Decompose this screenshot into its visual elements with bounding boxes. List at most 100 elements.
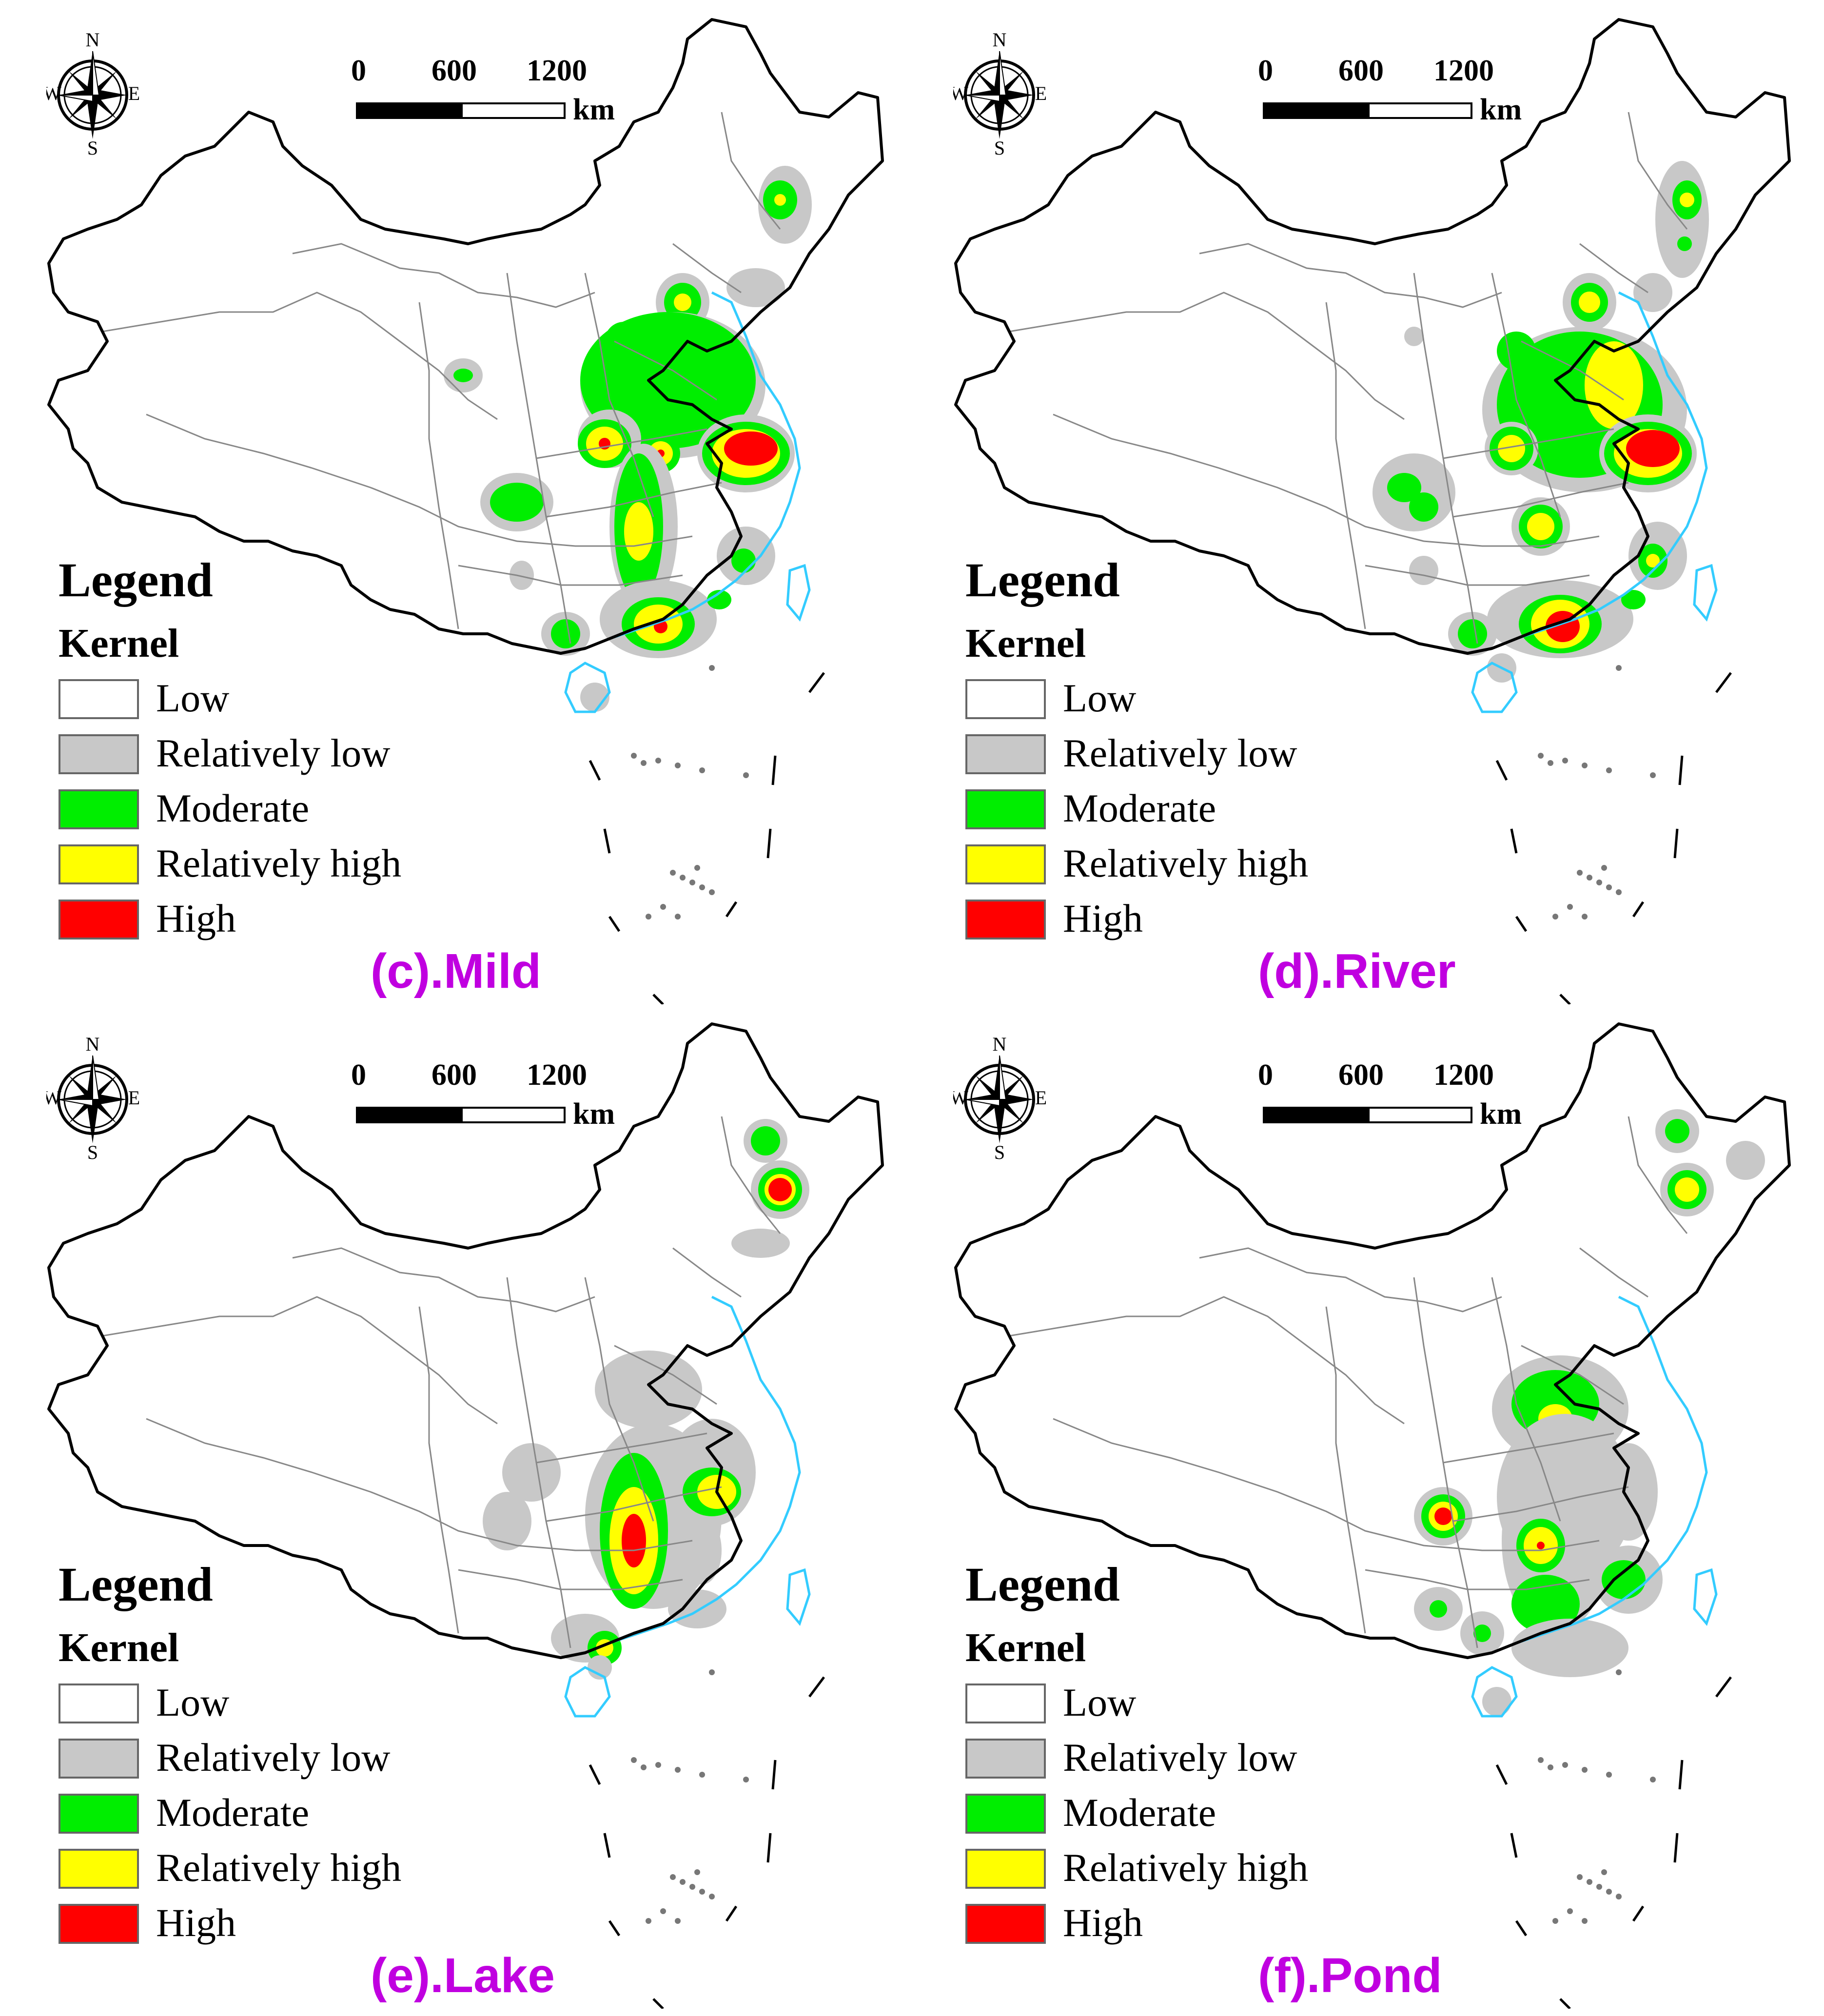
legend-item: Relatively low bbox=[59, 725, 497, 781]
density-hotspot bbox=[1621, 590, 1646, 609]
panel-caption: (c).Mild bbox=[371, 944, 541, 998]
scale-bar-white bbox=[461, 1107, 566, 1123]
legend-label: Low bbox=[1063, 676, 1137, 720]
legend-label: Relatively high bbox=[156, 841, 402, 885]
scale-tick-label: 1200 bbox=[1433, 1058, 1494, 1092]
legend-swatch bbox=[965, 1683, 1046, 1723]
compass-label-n: N bbox=[86, 1033, 100, 1055]
density-hotspot bbox=[1404, 327, 1424, 346]
legend-item: Relatively high bbox=[965, 1840, 1404, 1895]
scale-unit: km bbox=[1480, 1097, 1522, 1131]
density-hotspot bbox=[1387, 473, 1421, 502]
density-hotspot bbox=[674, 294, 691, 311]
legend-swatch bbox=[59, 1683, 139, 1723]
legend-subtitle: Kernel bbox=[965, 621, 1086, 666]
south-sea bbox=[1497, 665, 1731, 1004]
density-hotspot bbox=[490, 483, 544, 522]
south-sea bbox=[590, 1669, 824, 2009]
north-arrow-icon: N S W E bbox=[43, 27, 140, 159]
density-hotspot bbox=[1497, 332, 1536, 371]
legend-label: Relatively low bbox=[1063, 1735, 1297, 1780]
legend-label: High bbox=[1063, 1900, 1143, 1945]
density-hotspot bbox=[1665, 1119, 1689, 1143]
legend-label: Low bbox=[1063, 1680, 1137, 1724]
legend-swatch bbox=[965, 900, 1046, 939]
legend-item: Low bbox=[965, 670, 1404, 725]
legend-item: Relatively high bbox=[59, 1840, 497, 1895]
scale-bar-white bbox=[1368, 102, 1472, 119]
legend-swatch bbox=[965, 1849, 1046, 1889]
compass-label-s: S bbox=[87, 1141, 98, 1163]
legend-item: Moderate bbox=[59, 781, 497, 836]
scale-bar: 0 600 1200 km bbox=[1258, 1058, 1522, 1136]
density-hotspot bbox=[622, 1514, 646, 1567]
legend-label: Relatively low bbox=[1063, 731, 1297, 775]
scale-bar-white bbox=[1368, 1107, 1472, 1123]
kernel-density-layer bbox=[483, 1119, 809, 1680]
scale-tick-label: 600 bbox=[431, 54, 477, 87]
density-hotspot bbox=[751, 1126, 780, 1155]
legend-swatch bbox=[965, 844, 1046, 884]
legend-label: High bbox=[1063, 896, 1143, 940]
legend-swatch bbox=[59, 844, 139, 884]
south-sea bbox=[1497, 1669, 1731, 2009]
density-hotspot bbox=[1482, 1687, 1511, 1716]
legend-swatch bbox=[965, 1904, 1046, 1944]
legend-item: Low bbox=[59, 670, 497, 725]
legend: Legend Kernel Low Relatively low Moderate Rel… bbox=[59, 1555, 497, 1950]
legend-label: Low bbox=[156, 1680, 230, 1724]
panel-caption: (e).Lake bbox=[371, 1948, 555, 2003]
density-hotspot bbox=[1655, 161, 1709, 278]
density-hotspot bbox=[624, 502, 653, 561]
panel-caption: (f).Pond bbox=[1258, 1948, 1442, 2003]
compass-label-n: N bbox=[86, 29, 100, 51]
legend-title: Legend bbox=[965, 1557, 1120, 1611]
legend-label: Relatively high bbox=[1063, 1845, 1309, 1890]
china-map bbox=[907, 0, 1814, 1004]
density-hotspot bbox=[588, 1655, 612, 1680]
legend-item: High bbox=[59, 1895, 497, 1950]
legend-label: Moderate bbox=[156, 786, 310, 830]
scale-unit: km bbox=[1480, 93, 1522, 126]
density-hotspot bbox=[1646, 554, 1660, 568]
density-hotspot bbox=[483, 1492, 531, 1550]
density-hotspot bbox=[731, 548, 756, 573]
legend-item: High bbox=[965, 891, 1404, 946]
scale-tick-label: 600 bbox=[1338, 1058, 1384, 1092]
compass-label-e: E bbox=[1035, 82, 1046, 104]
north-arrow-icon: N S W E bbox=[43, 1031, 140, 1163]
legend-item: Moderate bbox=[965, 781, 1404, 836]
legend-item: Relatively high bbox=[59, 836, 497, 891]
map-panel-river: N S W E 0 600 1200 km Legend Kernel Low Relativ… bbox=[907, 0, 1814, 1004]
scale-bar-black bbox=[1263, 1107, 1368, 1123]
scale-tick-label: 600 bbox=[431, 1058, 477, 1092]
density-hotspot bbox=[1498, 435, 1525, 462]
legend-swatch bbox=[59, 1904, 139, 1944]
legend-title: Legend bbox=[59, 553, 213, 607]
legend-item: Relatively low bbox=[59, 1730, 497, 1785]
legend-label: Relatively high bbox=[156, 1845, 402, 1890]
density-hotspot bbox=[731, 1229, 790, 1258]
legend-label: High bbox=[156, 896, 236, 940]
legend-swatch bbox=[59, 679, 139, 719]
density-hotspot bbox=[1430, 1600, 1447, 1618]
scale-bar-white bbox=[461, 102, 566, 119]
density-hotspot bbox=[683, 1516, 722, 1585]
legend-title: Legend bbox=[965, 553, 1120, 607]
map-panel-pond: N S W E 0 600 1200 km Legend Kernel Low Relativ… bbox=[907, 1004, 1814, 2009]
density-hotspot bbox=[1409, 556, 1438, 585]
density-hotspot bbox=[551, 619, 580, 648]
density-hotspot bbox=[605, 322, 644, 361]
legend-item: Low bbox=[59, 1675, 497, 1730]
china-map bbox=[0, 0, 907, 1004]
legend-item: Moderate bbox=[965, 1785, 1404, 1840]
density-hotspot bbox=[1579, 292, 1600, 313]
scale-unit: km bbox=[573, 93, 615, 126]
compass-label-e: E bbox=[128, 82, 139, 104]
legend-label: Relatively low bbox=[156, 731, 391, 775]
density-hotspot bbox=[1626, 430, 1680, 467]
density-hotspot bbox=[1602, 1560, 1646, 1599]
legend: Legend Kernel Low Relatively low Moderate Rel… bbox=[965, 1555, 1404, 1950]
scale-bar: 0 600 1200 km bbox=[1258, 54, 1522, 132]
legend-label: Moderate bbox=[1063, 1790, 1216, 1835]
